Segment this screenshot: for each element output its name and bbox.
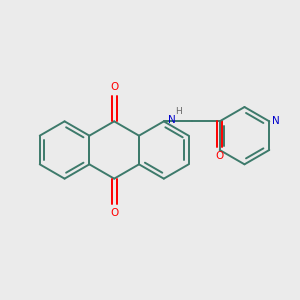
Text: O: O [215, 151, 224, 161]
Text: N: N [272, 116, 280, 126]
Text: H: H [175, 107, 181, 116]
Text: O: O [110, 208, 118, 218]
Text: O: O [110, 82, 118, 92]
Text: N: N [168, 115, 176, 125]
